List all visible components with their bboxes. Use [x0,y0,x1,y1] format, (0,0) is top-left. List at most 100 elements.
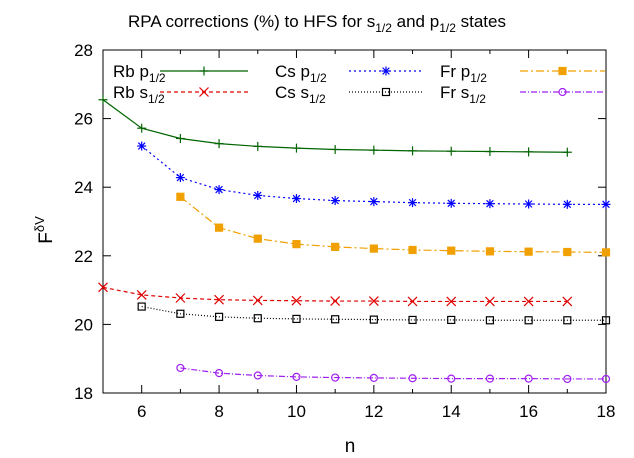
legend-label: Rb s1/2 [113,83,165,106]
legend-label-sub: 1/2 [310,71,327,85]
data-point [485,374,495,383]
data-point [253,234,262,243]
data-point [292,372,301,381]
x-tick-label: 12 [364,402,383,421]
legend-label-name: Fr s [440,83,469,102]
y-tick-label: 24 [74,178,93,197]
series-4 [176,192,611,257]
data-point [331,315,340,324]
data-point [175,293,186,303]
x-tick-label: 18 [597,402,616,421]
data-point [408,245,417,255]
data-point [408,146,418,156]
data-point [292,314,301,324]
x-tick-label: 16 [519,402,538,421]
legend-label-name: Rb s [113,83,148,102]
data-point [485,147,495,157]
legend-label-name: Cs p [275,62,310,81]
data-point [601,316,611,325]
data-point [253,141,263,151]
data-point [562,296,573,307]
plot-frame [102,49,607,394]
data-point [369,373,378,383]
legend-entry: Fr p1/2 [440,62,605,85]
data-point [601,199,611,209]
legend-label-sub: 1/2 [148,92,165,106]
data-point [98,282,108,293]
y-tick-label: 22 [74,247,93,266]
data-point [524,147,534,157]
data-point [447,246,456,255]
data-point [558,66,567,76]
y-tick-label: 20 [74,315,93,334]
chart-title: RPA corrections (%) to HFS for s1/2 and … [128,12,506,35]
data-point [485,316,495,325]
series-line [180,367,606,380]
legend-label-sub: 1/2 [469,92,486,106]
data-point [175,173,185,183]
data-point [291,295,302,306]
legend-label-name: Rb p [113,62,149,81]
data-point [253,314,262,323]
legend-entry: Rb s1/2 [113,83,248,106]
data-point [601,374,611,384]
series-0 [98,95,572,157]
chart-title-prefix: RPA corrections (%) to HFS for s [128,12,375,31]
data-point [408,198,418,208]
series-line [141,145,606,205]
y-tick-label: 26 [74,110,93,129]
series-line [141,305,606,321]
data-point [485,199,495,209]
data-point [137,123,147,133]
data-point [524,316,533,325]
legend-entry: Rb p1/2 [113,62,248,85]
data-point [291,194,301,204]
data-point [330,296,341,307]
data-point [98,95,108,105]
series-line [102,286,568,303]
legend: Rb p1/2Rb s1/2Cs p1/2Cs s1/2Fr p1/2Fr s1… [113,62,605,106]
y-tick-label: 28 [74,41,93,60]
data-point [369,145,379,155]
data-point [369,197,379,207]
data-point [176,192,185,201]
data-point [408,374,417,383]
data-point [381,87,391,97]
data-point [252,295,263,306]
data-point [214,294,225,305]
legend-label-sub: 1/2 [470,71,487,85]
legend-label: Cs s1/2 [275,83,326,106]
data-point [446,296,457,307]
x-axis-title: n [345,436,356,457]
plot-area: 6 8 10 12 14 16 18 18 20 22 24 26 28 [74,41,615,421]
data-point [253,371,262,380]
data-point [214,223,224,232]
data-point [214,139,224,149]
x-tick-label: 6 [137,402,146,421]
data-point [199,66,209,76]
series-line [102,99,568,153]
series-line [180,196,607,253]
data-point [558,87,567,97]
legend-label: Fr p1/2 [440,62,487,85]
chart-title-mid: and p [392,12,439,31]
data-point [524,247,533,256]
data-point [562,147,572,157]
data-point [563,374,572,384]
legend-label-name: Fr p [440,62,470,81]
y-tick-label: 18 [74,384,93,403]
legend-label-sub: 1/2 [149,71,166,85]
legend-entry: Cs p1/2 [275,62,423,85]
data-point [331,373,340,382]
x-tick-label: 10 [287,402,306,421]
x-tick-label: 8 [214,402,223,421]
data-point [381,66,391,76]
data-point [214,185,224,195]
data-point [330,196,340,206]
data-point [524,374,533,383]
legend-label: Cs p1/2 [275,62,327,85]
series-2 [137,141,611,209]
data-point [214,369,224,378]
data-point [446,198,456,208]
